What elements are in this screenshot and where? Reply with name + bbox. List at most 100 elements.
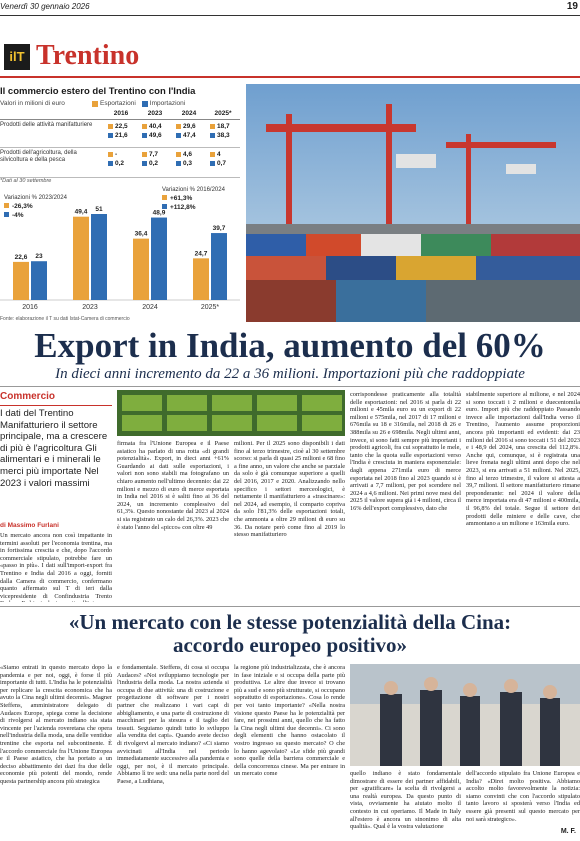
bar-chart: 2016 22,6 23 2023 49,4 51 2024 36,4 48,9 2025* 24,… [0, 187, 240, 311]
cell-line: 0,2 [142, 159, 172, 168]
legend-item: Importazioni [141, 100, 186, 107]
cell-line: 0,7 [210, 159, 240, 168]
year-header: 2023 [147, 110, 163, 117]
cell-value: 29,6 [183, 123, 196, 130]
cell-value: 21,6 [115, 132, 128, 139]
table-cell: 4 0,7 [206, 150, 240, 175]
infographic-title: Il commercio estero del Trentino con l'I… [0, 86, 196, 97]
cell-line: - [108, 150, 138, 159]
cell-line: 49,6 [142, 131, 172, 140]
page-number: 19 [566, 1, 578, 12]
x-tick-label: 2025* [201, 304, 220, 311]
table-cell: 29,6 47,4 [172, 122, 206, 145]
value-label: 39,7 [213, 225, 226, 232]
cell-line: 47,4 [176, 131, 206, 140]
x-tick-label: 2023 [82, 304, 98, 311]
cell-value: 0,3 [183, 160, 193, 167]
interview-headline: «Un mercato con le stesse potenzialità d… [68, 610, 512, 657]
table-row: Prodotti delle attività manifatturiere 22… [0, 120, 240, 148]
value-label: 23 [35, 253, 43, 260]
cell-line: 21,6 [108, 131, 138, 140]
value-label: 22,6 [15, 254, 28, 261]
bar [193, 258, 209, 300]
cell-value: 7,7 [149, 151, 159, 158]
signature: M. F. [560, 828, 576, 835]
cell-value: - [115, 151, 118, 158]
year-header: 2025* [214, 110, 232, 117]
bar [91, 214, 107, 300]
table-cell: 18,7 38,3 [206, 122, 240, 145]
cell-value: 40,4 [149, 123, 162, 130]
cell-line: 0,2 [108, 159, 138, 168]
lead: I dati del Trentino Manifatturiero il se… [0, 408, 108, 489]
annotation-value: +112,8% [170, 204, 196, 211]
bar [13, 261, 29, 300]
swatch [210, 133, 215, 138]
rule [0, 386, 580, 387]
article-column: stabilmente superiore al milione, e nel … [466, 391, 580, 528]
cell-value: 4 [217, 151, 221, 158]
value-label: 36,4 [135, 231, 148, 238]
bar [31, 261, 47, 300]
swatch [142, 124, 147, 129]
swatch [176, 161, 181, 166]
port-photo [246, 84, 580, 322]
cell-line: 4,6 [176, 150, 206, 159]
annotation-swatch [4, 212, 9, 217]
annotation-value: -26,3% [12, 203, 33, 210]
row-label: Prodotti delle attività manifatturiere [0, 122, 93, 128]
date: Venerdì 30 gennaio 2026 [0, 2, 90, 11]
spacer [0, 110, 104, 119]
table-cell: 22,5 21,6 [104, 122, 138, 145]
article-column: firmata fra l'Unione Europea e il Paese … [117, 440, 229, 531]
legend-label: Esportazioni [100, 100, 136, 107]
bar [151, 217, 167, 300]
legend: Esportazioni Importazioni [92, 100, 185, 107]
annotation-swatch [4, 203, 9, 208]
subheadline: In dieci anni incremento da 22 a 36 mili… [55, 366, 525, 382]
year-header: 2016 [113, 110, 129, 117]
rule [0, 15, 580, 16]
swatch [210, 124, 215, 129]
swatch [108, 133, 113, 138]
cell-line: 40,4 [142, 122, 172, 131]
cell-value: 0,7 [217, 160, 227, 167]
data-table: 2016 2023 2024 2025* Prodotti delle attività… [0, 110, 240, 178]
legend-label: Importazioni [149, 100, 186, 107]
table-cell: 40,4 49,6 [138, 122, 172, 145]
cell-line: 7,7 [142, 150, 172, 159]
article-column: corrispondesse praticamente alla totalit… [350, 391, 461, 512]
cell-value: 18,7 [217, 123, 230, 130]
byline: di Massimo Furlani [0, 522, 59, 529]
annotation-value: -4% [12, 212, 24, 219]
annotation-swatch [162, 204, 167, 209]
swatch [108, 152, 113, 157]
swatch [210, 152, 215, 157]
interview-column: «Siamo entrati in questo mercato dopo la… [0, 664, 112, 785]
cell-line: 22,5 [108, 122, 138, 131]
value-label: 24,7 [195, 250, 208, 257]
swatch [108, 161, 113, 166]
cell-line: 29,6 [176, 122, 206, 131]
year-header: 2024 [181, 110, 197, 117]
cell-value: 38,3 [217, 132, 230, 139]
kicker-rule [0, 405, 112, 406]
section-title: Trentino [36, 40, 140, 71]
swatch [142, 133, 147, 138]
cell-value: 49,6 [149, 132, 162, 139]
cell-value: 47,4 [183, 132, 196, 139]
annotation-title: Variazioni % 2023/2024 [4, 195, 68, 201]
legend-swatch [141, 100, 148, 107]
x-tick-label: 2024 [142, 304, 158, 311]
cell-line: 0,3 [176, 159, 206, 168]
table-header: 2016 2023 2024 2025* [0, 110, 240, 120]
annotation-title: Variazioni % 2016/2024 [162, 187, 226, 193]
note: *Dati al 30 settembre [0, 178, 52, 184]
swatch [176, 133, 181, 138]
article-column: Un mercato ancora non così impattante in… [0, 532, 112, 602]
headline: Export in India, aumento del 60% [34, 326, 546, 365]
interview-column: la regione più industrializzata, che è a… [234, 664, 345, 778]
section-rule [0, 76, 580, 78]
cell-line: 4 [210, 150, 240, 159]
interview-column: e fondamentale. Steffens, di cosa si occ… [117, 664, 229, 785]
